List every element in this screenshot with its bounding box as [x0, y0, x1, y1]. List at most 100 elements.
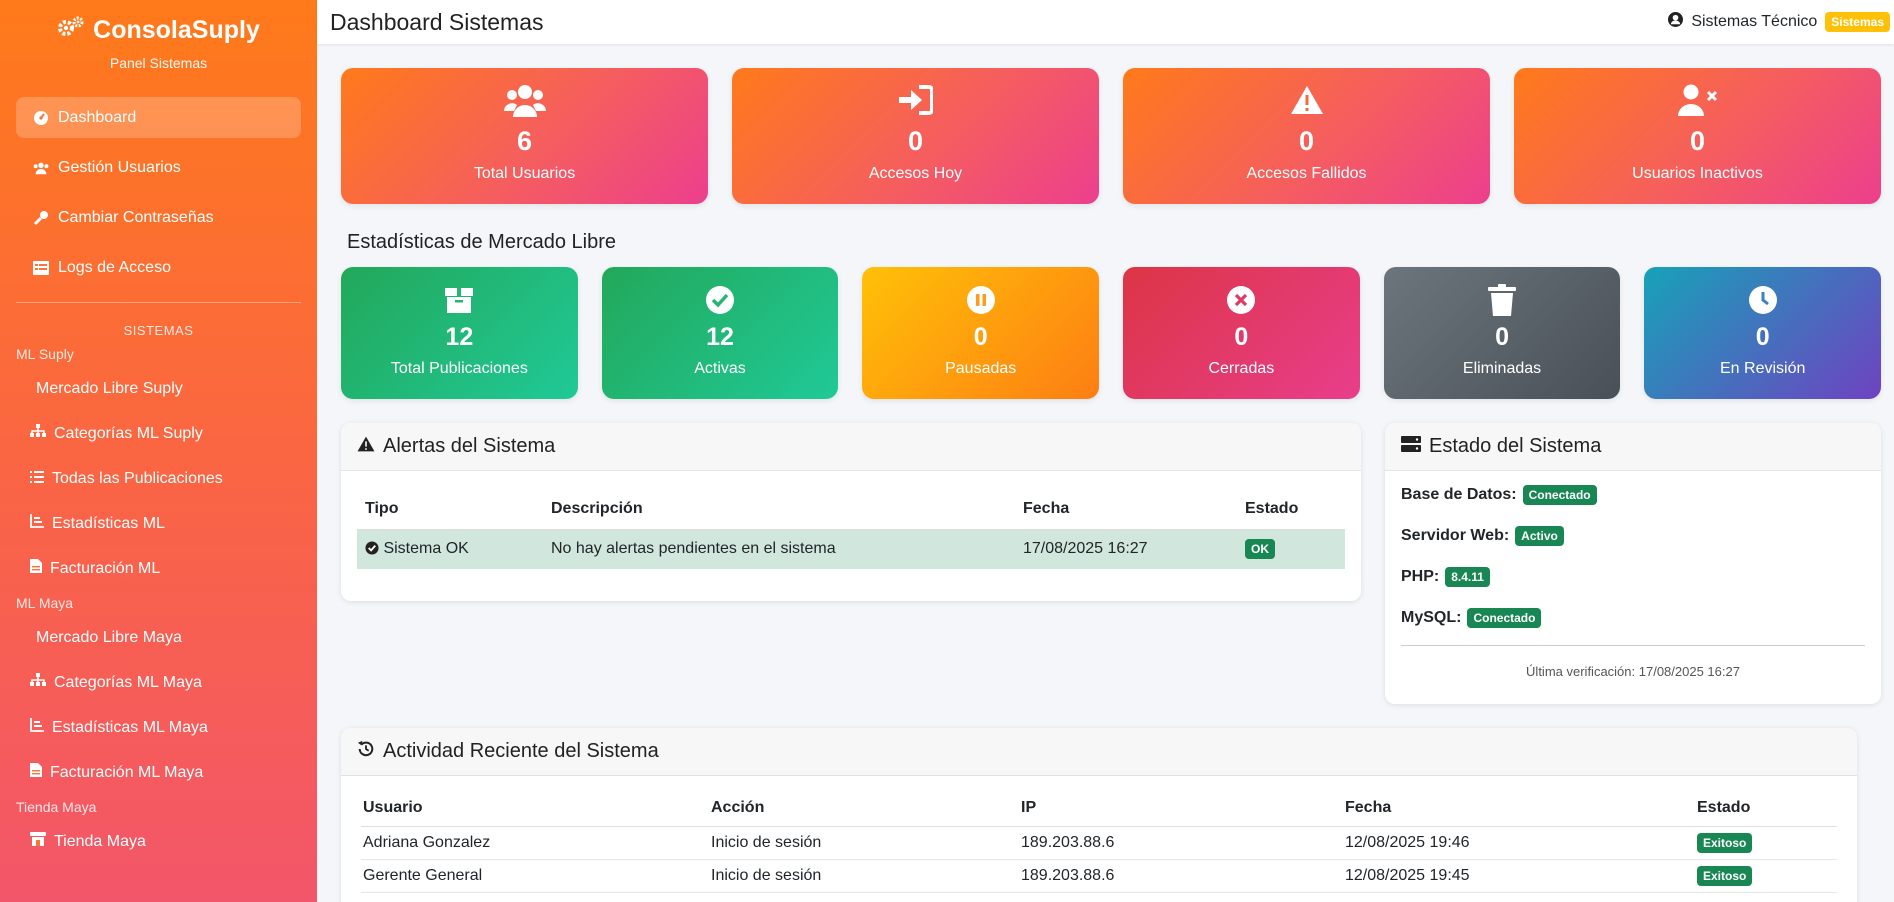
users-icon — [32, 161, 50, 175]
sidebar-item-logs-acceso[interactable]: Logs de Acceso — [16, 247, 301, 288]
trash-icon — [1384, 283, 1621, 317]
alerts-table-header: Tipo Descripción Fecha Estado — [357, 489, 1345, 530]
chart-icon — [30, 514, 44, 533]
stat-value: 6 — [516, 126, 533, 156]
list-ul-icon — [30, 470, 44, 488]
sidebar-item-label: Estadísticas ML — [52, 514, 165, 532]
ml-label: Cerradas — [1208, 360, 1275, 377]
users-icon — [341, 82, 708, 118]
main-content: 6 Total Usuarios 0 Accesos Hoy 0 Accesos… — [341, 68, 1882, 902]
column-header: Acción — [709, 790, 1019, 827]
stat-card-accesos-fallidos: 0 Accesos Fallidos — [1123, 68, 1490, 204]
activity-user: Adriana Gonzalez — [361, 826, 709, 860]
alerts-panel-header: Alertas del Sistema — [341, 423, 1361, 471]
status-label: MySQL: — [1401, 609, 1462, 626]
ml-card-activas: 12 Activas — [601, 267, 839, 399]
sitemap-icon — [30, 424, 46, 443]
sidebar-item-facturacion-ml-maya[interactable]: Facturación ML Maya — [0, 754, 317, 791]
status-item-php: PHP: 8.4.11 — [1401, 567, 1865, 587]
sidebar-item-mercado-libre-suply[interactable]: Mercado Libre Suply — [0, 370, 317, 407]
ml-card-pausadas: 0 Pausadas — [862, 267, 1100, 399]
list-icon — [32, 260, 50, 275]
column-header: Descripción — [543, 489, 1015, 530]
sidebar-nav: Dashboard Gestión Usuarios Cambiar Contr… — [0, 97, 317, 288]
cogs-icon — [57, 16, 85, 45]
alert-description: No hay alertas pendientes en el sistema — [543, 529, 1015, 569]
table-row: Gerente General Inicio de sesión 189.203… — [361, 859, 1837, 893]
history-icon — [357, 740, 375, 764]
sidebar-item-gestion-usuarios[interactable]: Gestión Usuarios — [16, 147, 301, 188]
status-item-database: Base de Datos: Conectado — [1401, 485, 1865, 505]
system-status-body: Base de Datos: Conectado Servidor Web: Act… — [1385, 471, 1881, 679]
stat-card-total-usuarios: 6 Total Usuarios — [341, 68, 708, 204]
sidebar-item-tienda-maya[interactable]: Tienda Maya — [0, 823, 317, 860]
sidebar-item-estadisticas-ml[interactable]: Estadísticas ML — [0, 505, 317, 542]
ml-label: Eliminadas — [1462, 360, 1542, 377]
alerts-title: Alertas del Sistema — [383, 435, 556, 457]
role-badge: Sistemas — [1825, 12, 1890, 32]
sidebar-divider — [16, 302, 301, 303]
sidebar-item-cambiar-contrasenas[interactable]: Cambiar Contraseñas — [16, 197, 301, 238]
sidebar-item-facturacion-ml[interactable]: Facturación ML — [0, 550, 317, 587]
sidebar-item-estadisticas-ml-maya[interactable]: Estadísticas ML Maya — [0, 709, 317, 746]
column-header: Fecha — [1343, 790, 1695, 827]
sidebar: ConsolaSuply Panel Sistemas Dashboard Ge… — [0, 0, 317, 902]
system-status-header: Estado del Sistema — [1385, 423, 1881, 471]
sidebar-item-label: Todas las Publicaciones — [52, 469, 223, 487]
activity-date: 12/08/2025 19:46 — [1343, 826, 1695, 860]
sidebar-group-ml-maya: ML Maya — [16, 595, 74, 611]
key-icon — [32, 210, 50, 226]
table-row: Sistema OK No hay alertas pendientes en … — [357, 529, 1345, 569]
status-label: Base de Datos: — [1401, 486, 1517, 503]
user-times-icon — [1514, 82, 1881, 118]
alerts-table: Tipo Descripción Fecha Estado Sistema OK… — [357, 489, 1345, 569]
activity-action: Inicio de sesión — [709, 826, 1019, 860]
column-header: Fecha — [1015, 489, 1237, 530]
system-status-panel: Estado del Sistema Base de Datos: Conecta… — [1385, 423, 1881, 704]
ml-label: Total Publicaciones — [390, 360, 528, 377]
stat-value: 0 — [1689, 126, 1706, 156]
column-header: IP — [1019, 790, 1343, 827]
ml-card-total-publicaciones: 12 Total Publicaciones — [341, 267, 578, 399]
column-header: Tipo — [357, 489, 543, 530]
warning-icon — [357, 435, 375, 458]
status-label: PHP: — [1401, 568, 1440, 585]
sidebar-item-dashboard[interactable]: Dashboard — [16, 97, 301, 138]
activity-user: Gerente General — [361, 859, 709, 893]
stat-value: 0 — [1298, 126, 1315, 156]
ml-value: 12 — [706, 323, 734, 351]
clock-icon — [1644, 283, 1881, 317]
status-badge: 8.4.11 — [1445, 567, 1490, 587]
brand-title[interactable]: ConsolaSuply — [0, 16, 317, 45]
recent-activity-header: Actividad Reciente del Sistema — [341, 728, 1857, 776]
activity-table-header: Usuario Acción IP Fecha Estado — [361, 790, 1837, 827]
page-title: Dashboard Sistemas — [330, 8, 544, 35]
table-row: Adriana Gonzalez Inicio de sesión 189.20… — [361, 826, 1837, 860]
activity-status-cell: Exitoso — [1695, 859, 1837, 893]
activity-ip: 189.203.88.6 — [1019, 826, 1343, 860]
user-menu[interactable]: Sistemas Técnico Sistemas — [1668, 12, 1894, 32]
pause-circle-icon — [862, 283, 1099, 317]
server-icon — [1401, 435, 1421, 458]
alert-type-cell: Sistema OK — [357, 529, 543, 569]
sidebar-item-mercado-libre-maya[interactable]: Mercado Libre Maya — [0, 619, 317, 656]
warning-icon — [1123, 82, 1490, 118]
ml-label: Activas — [694, 360, 746, 377]
ml-label: Pausadas — [945, 360, 1017, 377]
brand-subtitle: Panel Sistemas — [109, 55, 208, 71]
sidebar-item-categorias-ml-maya[interactable]: Categorías ML Maya — [0, 664, 317, 701]
sidebar-item-label: Facturación ML Maya — [50, 763, 204, 781]
stat-value: 0 — [907, 126, 924, 156]
ml-card-eliminadas: 0 Eliminadas — [1383, 267, 1621, 399]
system-status-title: Estado del Sistema — [1429, 435, 1602, 457]
times-circle-icon — [1123, 283, 1360, 317]
sidebar-item-categorias-ml-suply[interactable]: Categorías ML Suply — [0, 415, 317, 452]
stat-card-accesos-hoy: 0 Accesos Hoy — [732, 68, 1099, 204]
check-circle-icon — [365, 540, 379, 557]
sidebar-item-todas-publicaciones[interactable]: Todas las Publicaciones — [0, 460, 317, 497]
ml-card-en-revision: 0 En Revisión — [1644, 267, 1882, 399]
stat-label: Accesos Fallidos — [1246, 165, 1367, 182]
dashboard-icon — [32, 110, 50, 126]
activity-status-cell: Exitoso — [1695, 826, 1837, 860]
status-badge: Activo — [1515, 526, 1564, 546]
